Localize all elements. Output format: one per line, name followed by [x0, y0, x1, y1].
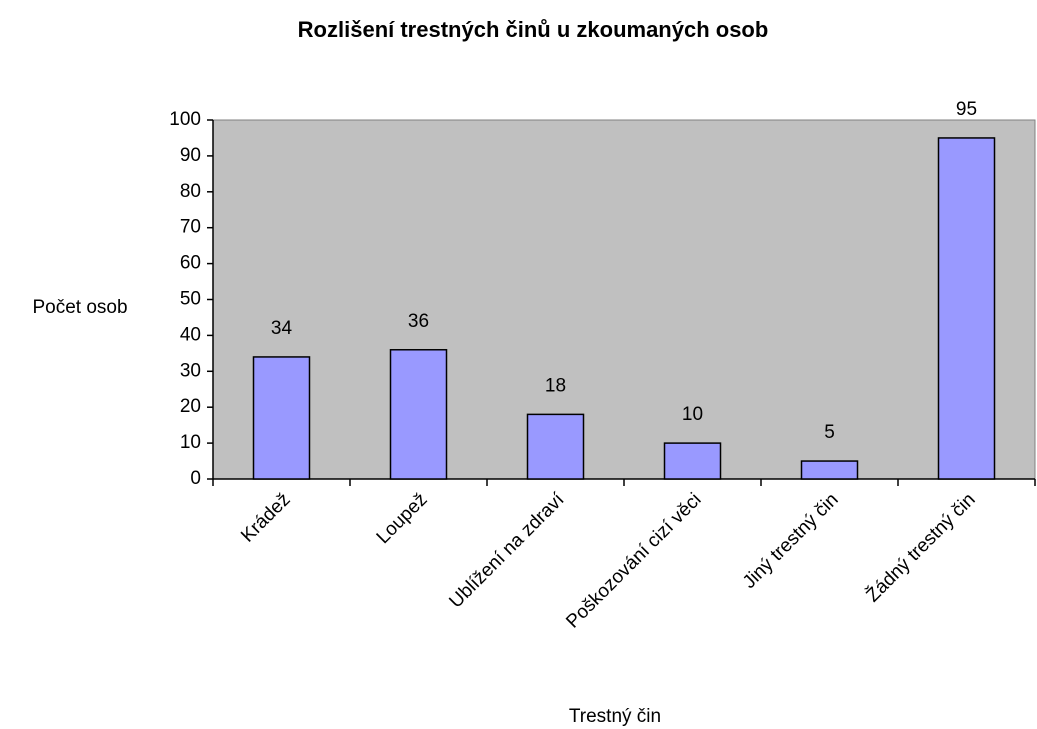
y-tick-label: 60 [180, 253, 201, 274]
plot-area [212, 119, 1036, 480]
x-tick-label: Jiný trestný čin [739, 489, 843, 593]
bar [663, 442, 722, 480]
x-tick-label: Poškozování cizí věci [562, 489, 705, 632]
bar [800, 460, 859, 480]
y-tick-label: 100 [169, 109, 201, 130]
y-tick-label: 70 [180, 217, 201, 238]
bar [389, 349, 448, 480]
y-tick-label: 30 [180, 360, 201, 381]
data-label: 10 [682, 404, 703, 425]
y-tick-label: 50 [180, 289, 201, 310]
data-label: 95 [956, 99, 977, 120]
y-tick-label: 0 [190, 468, 201, 489]
y-tick-label: 20 [180, 396, 201, 417]
x-tick-label: Žádný trestný čin [862, 489, 980, 607]
x-tick-label: Loupež [373, 489, 432, 548]
data-label: 36 [408, 311, 429, 332]
chart-title: Rozlišení trestných činů u zkoumaných os… [298, 17, 769, 42]
y-tick-label: 90 [180, 145, 201, 166]
bar [526, 413, 585, 480]
y-tick-label: 40 [180, 324, 201, 345]
data-label: 5 [824, 422, 835, 443]
y-tick-label: 80 [180, 181, 201, 202]
x-tick-label: Krádež [237, 489, 294, 546]
data-label: 18 [545, 375, 566, 396]
bar [252, 356, 311, 480]
x-axis-label: Trestný čin [569, 706, 661, 727]
bar [937, 137, 996, 480]
y-tick-label: 10 [180, 432, 201, 453]
y-axis-label: Počet osob [32, 297, 127, 318]
x-tick-label: Ublížení na zdraví [445, 489, 569, 613]
data-label: 34 [271, 318, 293, 339]
